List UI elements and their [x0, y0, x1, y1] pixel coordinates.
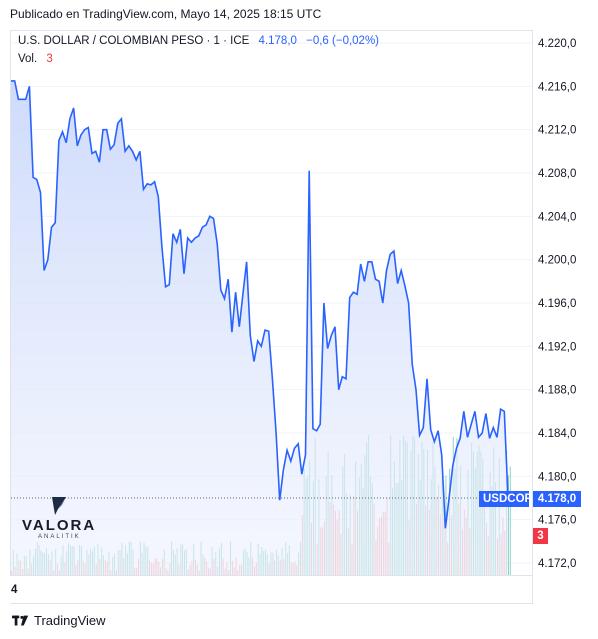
watermark-sub: ANALITIK [38, 534, 81, 540]
volume-tag: 3 [533, 528, 548, 544]
price-tick-label: 4.220,0 [538, 38, 576, 50]
price-change-value: −0,6 (−0,02%) [306, 35, 380, 47]
volume-value: 3 [46, 53, 53, 65]
price-tick-label: 4.216,0 [538, 81, 576, 93]
price-tick-label: 4.200,0 [538, 255, 576, 267]
symbol-price-tag: USDCOP [479, 491, 532, 507]
volume-bar [509, 466, 511, 575]
volume-label: Vol. [18, 53, 38, 65]
time-axis-top-border [10, 575, 532, 576]
last-price-value: 4.178,0 [258, 35, 297, 47]
price-axis-labels: 4.220,0 4.216,0 4.212,0 4.208,0 4.204,0 4.200… [538, 38, 576, 570]
volume-legend[interactable]: Vol. 3 [18, 53, 53, 65]
price-tick-label: 4.192,0 [538, 341, 576, 353]
price-tick-label: 4.212,0 [538, 125, 576, 137]
footer-brand[interactable]: TradingView [12, 613, 106, 628]
price-tick-label: 4.208,0 [538, 168, 576, 180]
price-axis-border [532, 30, 533, 604]
price-tick-label: 4.188,0 [538, 385, 576, 397]
footer-brand-name: TradingView [34, 613, 106, 628]
last-price-tag: 4.178,0 [533, 491, 581, 507]
price-tick-label: 4.172,0 [538, 558, 576, 570]
price-tick-label: 4.184,0 [538, 428, 576, 440]
symbol-legend[interactable]: U.S. DOLLAR / COLOMBIAN PESO · 1 · ICE 4… [18, 35, 379, 47]
volume-bar [508, 475, 509, 575]
price-tick-label: 4.204,0 [538, 211, 576, 223]
time-axis-bottom-border [10, 603, 532, 604]
published-caption: Publicado en TradingView.com, Mayo 14, 2… [10, 7, 322, 21]
price-tick-label: 4.180,0 [538, 471, 576, 483]
tradingview-logo-icon [12, 615, 29, 625]
time-axis-label: 4 [11, 584, 18, 596]
price-area-fill [11, 80, 508, 576]
price-tick-label: 4.196,0 [538, 298, 576, 310]
valora-mark-icon [52, 497, 66, 515]
watermark-logo [22, 495, 102, 543]
watermark-name: VALORA [22, 517, 97, 534]
chart-pane[interactable] [10, 30, 532, 575]
price-tick-label: 4.176,0 [538, 515, 576, 527]
price-line [11, 80, 509, 529]
symbol-title[interactable]: U.S. DOLLAR / COLOMBIAN PESO · 1 · ICE [18, 35, 250, 47]
